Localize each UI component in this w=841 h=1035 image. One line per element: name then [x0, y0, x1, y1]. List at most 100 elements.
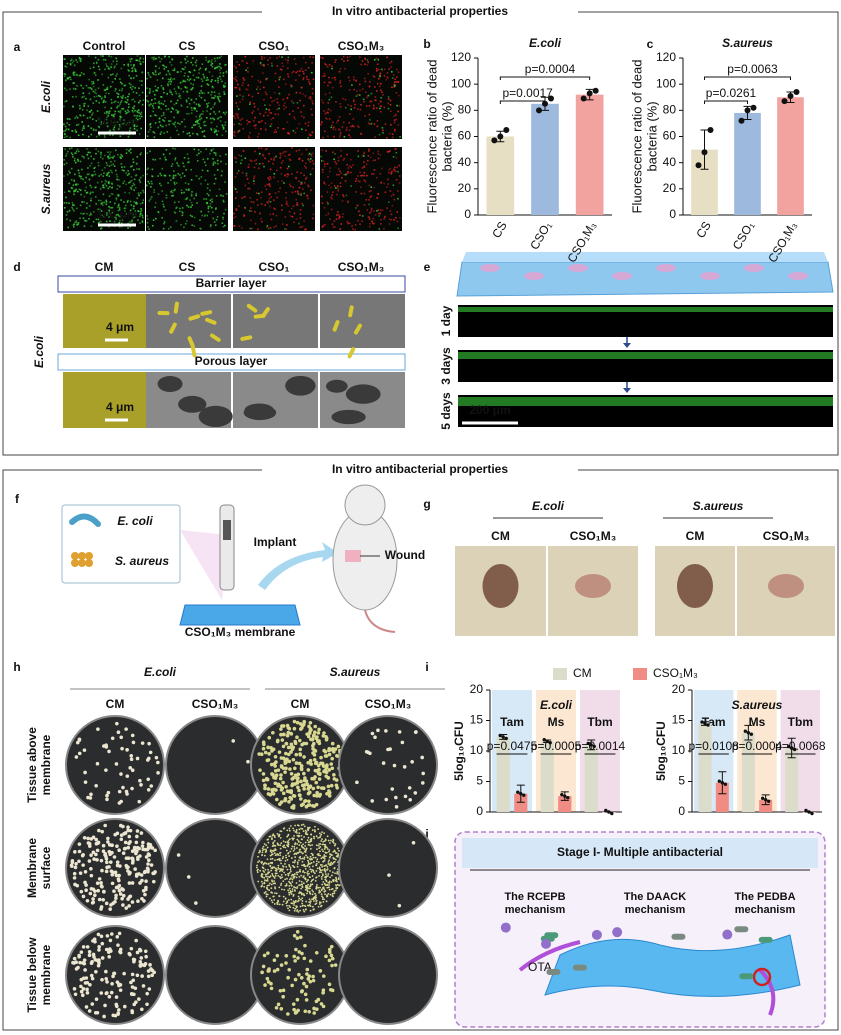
bacteria-dot [284, 83, 287, 85]
bacteria-dot [64, 73, 67, 76]
bacteria-dot [153, 136, 156, 138]
bacteria-dot [380, 181, 383, 184]
bacteria-dot [382, 129, 384, 132]
bacteria-dot [260, 203, 263, 205]
bacteria-dot [131, 70, 133, 73]
bacteria-dot [259, 61, 262, 64]
bacteria-dot [273, 172, 276, 175]
title-mask [262, 458, 578, 482]
bacteria-dot [85, 207, 88, 209]
colony [302, 843, 304, 846]
bacteria-dot [219, 155, 221, 157]
colony [302, 719, 307, 724]
bacteria-dot [355, 95, 358, 97]
bacteria-dot [81, 121, 84, 123]
bacteria-dot [112, 116, 115, 119]
colony [314, 780, 319, 785]
colony [138, 960, 143, 964]
colony [303, 894, 305, 897]
bacteria-dot [193, 148, 196, 151]
colony [298, 897, 301, 900]
bacteria-dot [127, 199, 129, 202]
bacteria-dot [157, 107, 160, 109]
bacteria-dot [298, 186, 301, 189]
colony [288, 855, 290, 857]
bacteria-dot [248, 136, 251, 139]
bacteria-dot [293, 116, 296, 118]
bacteria-dot [280, 162, 283, 164]
bacteria-dot [209, 199, 212, 202]
bacteria-dot [107, 157, 110, 160]
colony [273, 877, 276, 879]
colony [271, 792, 276, 796]
bacteria-dot [195, 103, 198, 105]
data-point [498, 733, 502, 738]
bacteria-dot [259, 88, 262, 91]
bacteria-dot [235, 161, 237, 163]
colony [263, 854, 266, 857]
bacteria-dot [302, 188, 304, 190]
colony [282, 868, 284, 871]
bacteria-dot [218, 92, 220, 95]
bacteria-dot [132, 182, 135, 185]
bacteria-dot [223, 92, 226, 95]
bacteria-dot [296, 202, 299, 204]
colony [106, 836, 110, 841]
colony [397, 903, 402, 908]
bacteria-dot [253, 124, 256, 127]
bacteria-dot [181, 172, 184, 175]
colony [283, 827, 286, 830]
bacteria-dot [103, 122, 105, 125]
bacteria-dot [142, 216, 144, 219]
bacteria-dot [335, 59, 337, 61]
bacteria-dot [71, 187, 74, 190]
bacteria-dot [366, 174, 368, 177]
bacteria-dot [368, 225, 371, 228]
bacteria-dot [356, 90, 358, 92]
colony [290, 983, 294, 988]
bacteria-dot [396, 211, 399, 213]
colony [329, 842, 331, 844]
bacteria-dot [330, 126, 333, 129]
bacteria-dot [90, 127, 93, 129]
colony [134, 840, 139, 845]
colony [284, 741, 289, 746]
bacteria-dot [208, 60, 211, 62]
bacteria-dot [113, 121, 115, 124]
bacteria-dot [107, 151, 109, 154]
bacteria-dot [74, 173, 76, 176]
bacteria-dot [379, 110, 382, 113]
bacteria-dot [207, 205, 210, 208]
colony [129, 754, 134, 758]
bacteria-dot [285, 197, 287, 199]
bacteria-dot [63, 75, 66, 77]
colony [271, 901, 274, 904]
bacteria-dot [114, 65, 116, 67]
bacteria-dot [261, 120, 263, 122]
biofilm-band [458, 397, 833, 406]
bacteria-dot [303, 104, 305, 107]
bacteria-dot [115, 197, 118, 200]
bacteria-dot [298, 158, 300, 160]
data-point [746, 731, 751, 735]
colony [290, 874, 293, 877]
bacteria-dot [86, 148, 88, 150]
colony [141, 840, 145, 845]
data-point [786, 744, 791, 749]
bacteria-dot [75, 95, 78, 98]
colony [140, 896, 144, 901]
bacteria-dot [73, 223, 76, 226]
bacteria-dot [125, 148, 128, 151]
bacteria-dot [297, 107, 299, 109]
bacteria-dot [75, 219, 78, 222]
colony [296, 776, 300, 780]
group-label: S.aureus [693, 499, 744, 513]
colony [279, 869, 282, 872]
bacteria-dot [92, 220, 95, 223]
bacteria-dot [349, 136, 352, 139]
colony [311, 854, 314, 857]
bacteria-dot [205, 198, 208, 200]
colony [300, 851, 302, 854]
bacteria-dot [109, 110, 111, 113]
bacteria-dot [302, 78, 304, 81]
